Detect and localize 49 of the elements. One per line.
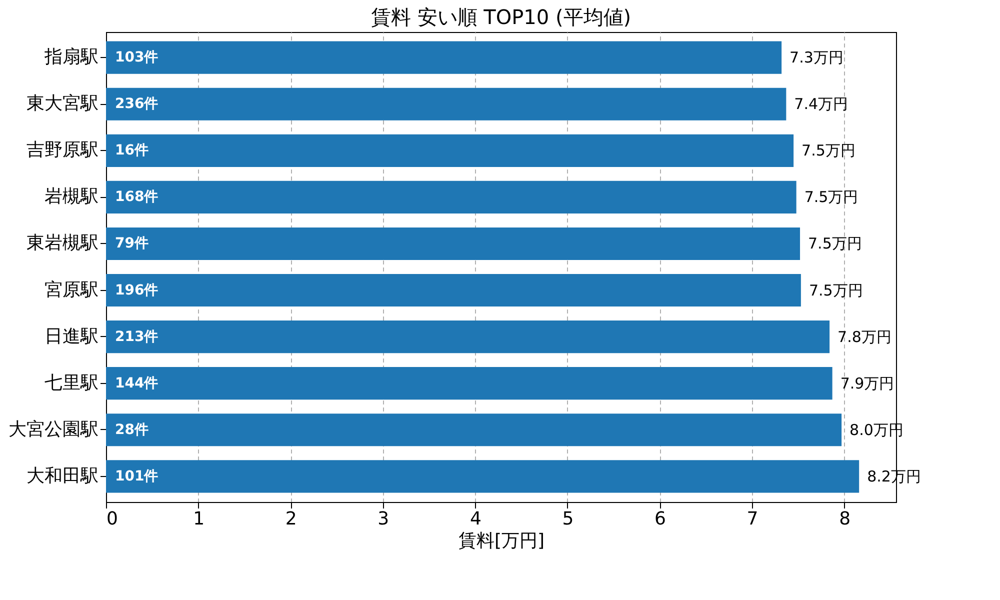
y-tick-label: 吉野原駅 [26,140,98,161]
annotation: 168件 [115,189,158,206]
bar [106,414,842,446]
x-tick-label: 8 [839,508,851,530]
data-label: 7.5万円 [808,234,862,253]
data-label: 7.5万円 [804,188,858,206]
annotation: 79件 [115,236,148,252]
annotation: 101件 [115,468,158,484]
y-tick-label: 宮原駅 [44,279,98,300]
x-tick-label: 7 [746,508,758,530]
bar [106,180,796,214]
bar [106,274,801,307]
x-tick-label: 0 [106,508,118,530]
bar [106,227,800,260]
y-tick-label: 東大宮駅 [26,93,98,114]
bar [106,41,782,74]
y-tick-label: 大和田駅 [26,465,98,486]
chart-title: 賃料 安い順 TOP10 (平均値) [370,5,632,29]
annotation: 144件 [115,375,158,392]
y-tick-label: 七里駅 [44,372,98,394]
annotation: 236件 [115,96,158,112]
x-tick-label: 1 [193,508,205,530]
bar [106,460,860,493]
data-label: 7.5万円 [802,142,856,160]
y-tick-label: 東岩槻駅 [26,232,98,254]
data-label: 7.3万円 [790,48,844,67]
annotation: 103件 [115,50,158,66]
data-label: 7.5万円 [808,281,863,300]
x-tick-label: 3 [378,508,390,530]
annotation: 28件 [115,422,148,438]
y-tick-label: 大宮公園駅 [8,418,98,440]
x-tick-label: 4 [470,508,482,530]
bar [106,367,832,400]
x-tick-label: 6 [654,508,666,530]
y-tick-label: 日進駅 [44,326,98,347]
bar [106,134,794,167]
y-tick-label: 岩槻駅 [44,186,98,208]
bar [106,320,830,354]
y-tick-label: 指扇駅 [44,46,98,68]
annotation: 213件 [115,328,158,345]
data-label: 7.4万円 [794,95,848,114]
annotation: 16件 [115,142,148,159]
annotation: 196件 [115,282,158,298]
data-label: 7.8万円 [838,328,892,346]
x-tick-label: 2 [285,508,297,530]
bar [106,88,786,120]
x-axis-title: 賃料[万円] [458,530,545,552]
x-tick-label: 5 [562,508,574,530]
data-label: 7.9万円 [840,374,894,392]
